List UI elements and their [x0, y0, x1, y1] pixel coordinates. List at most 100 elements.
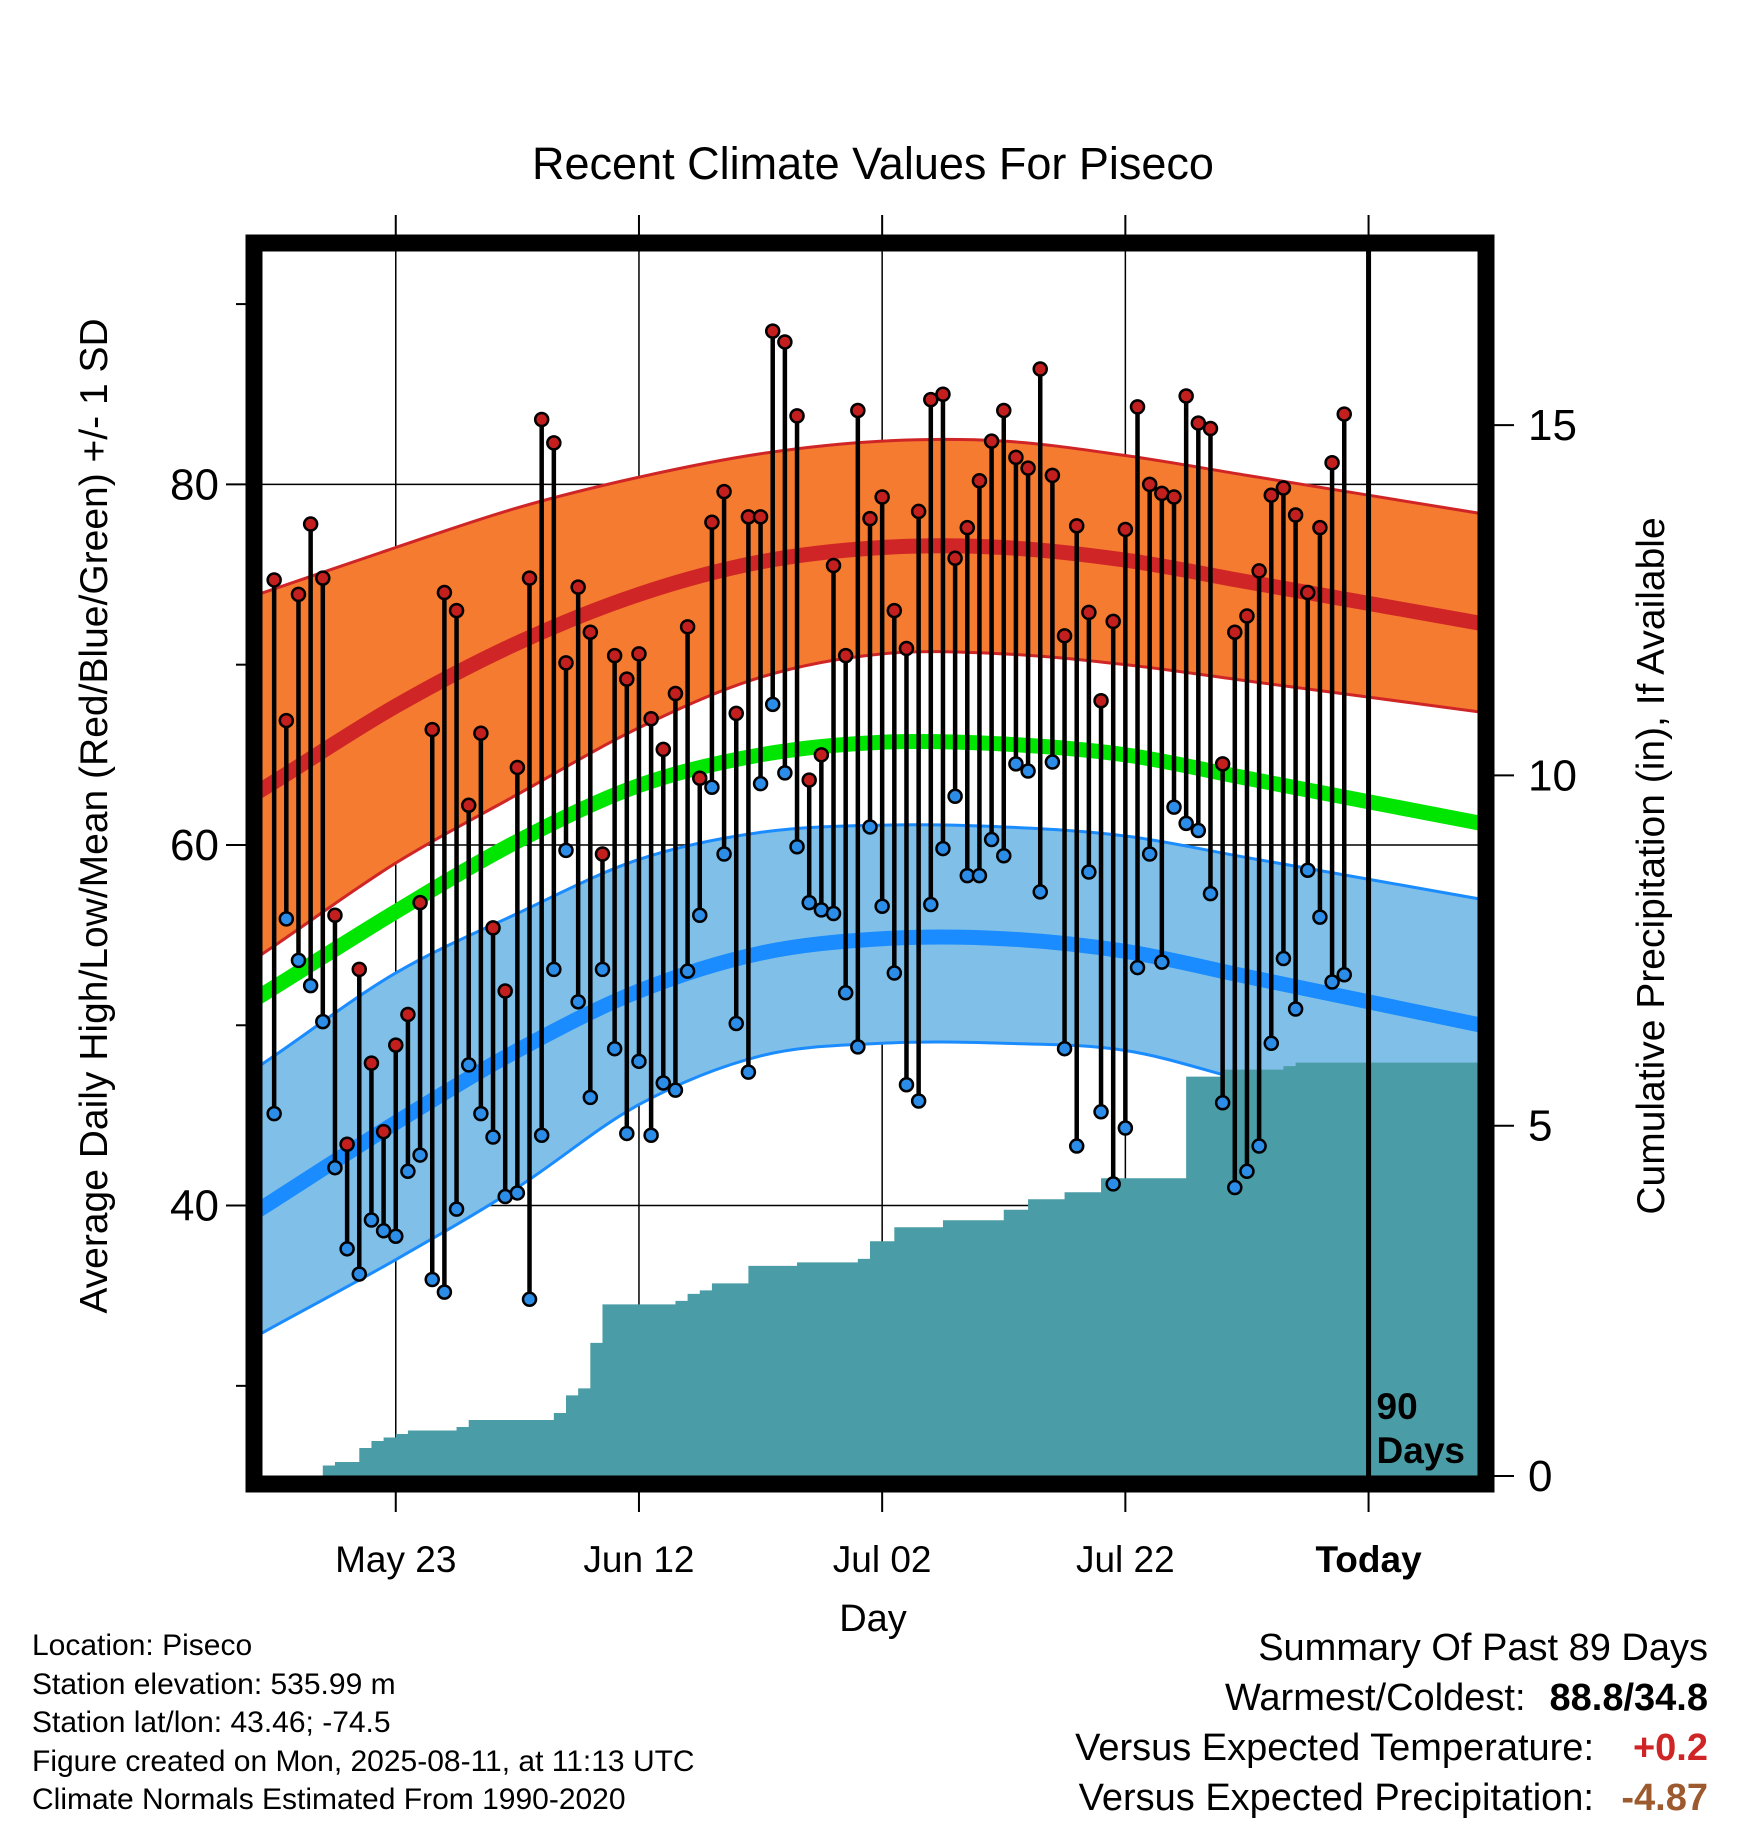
today-label-days-count: 90 [1377, 1386, 1418, 1427]
daily-low-point [947, 788, 963, 805]
daily-high-point [886, 602, 903, 619]
daily-high-point [898, 640, 915, 657]
daily-low-point [643, 1127, 659, 1143]
y2-tick-label: 5 [1528, 1102, 1552, 1151]
daily-low-point [1336, 967, 1352, 983]
daily-observations [266, 323, 1352, 1308]
daily-low-point [971, 867, 988, 884]
daily-high-point [1032, 361, 1048, 377]
daily-low-point [1300, 862, 1316, 878]
daily-low-point [1068, 1138, 1085, 1154]
daily-high-point [473, 725, 489, 741]
daily-high-point [1093, 692, 1109, 709]
daily-low-point [1117, 1120, 1134, 1136]
daily-low-point [825, 905, 842, 922]
daily-high-point [910, 503, 927, 520]
daily-high-point [631, 646, 647, 662]
daily-low-point [594, 961, 611, 978]
x-axis-label: Day [839, 1598, 907, 1640]
daily-low-point [606, 1040, 623, 1057]
daily-low-point [1141, 846, 1158, 862]
daily-high-point [1202, 420, 1219, 437]
daily-low-point [983, 831, 1000, 848]
daily-high-point [315, 570, 331, 586]
daily-low-point [655, 1075, 672, 1091]
daily-high-point [1287, 507, 1304, 523]
x-tick-label: May 23 [335, 1539, 456, 1580]
x-tick-label: Today [1315, 1539, 1422, 1580]
temp-value: +0.2 [1632, 1727, 1708, 1769]
daily-low-point [1166, 799, 1182, 815]
low-band [262, 824, 1478, 1334]
daily-low-point [1251, 1138, 1267, 1154]
daily-high-point [1056, 628, 1073, 644]
daily-high-point [339, 1136, 355, 1153]
daily-low-point [1190, 822, 1207, 839]
daily-high-point [813, 747, 830, 763]
daily-high-point [1020, 460, 1036, 476]
daily-low-point [1275, 950, 1292, 967]
plot-frame [245, 234, 1495, 1493]
daily-high-point [619, 671, 635, 687]
daily-high-point [546, 435, 562, 451]
daily-high-point [1008, 449, 1024, 466]
daily-low-point [874, 898, 890, 915]
daily-high-point [1117, 521, 1134, 538]
daily-high-point [582, 624, 599, 640]
daily-high-point [594, 846, 611, 862]
daily-low-point [740, 1064, 757, 1080]
daily-low-point [777, 765, 793, 781]
daily-high-point [570, 579, 586, 595]
daily-low-point [801, 894, 817, 911]
daily-high-point [764, 323, 781, 339]
daily-high-point [947, 550, 963, 567]
daily-high-point [1105, 613, 1121, 630]
daily-high-point [1312, 519, 1328, 536]
y2-tick-label: 15 [1528, 401, 1577, 450]
daily-high-point [996, 402, 1012, 419]
daily-low-point [910, 1093, 927, 1109]
daily-high-point [1214, 756, 1231, 772]
daily-high-point [959, 519, 976, 536]
daily-high-point [1081, 604, 1097, 621]
daily-high-point [1275, 480, 1292, 496]
daily-high-point [850, 402, 866, 419]
y2-tick-label: 0 [1528, 1452, 1552, 1501]
daily-high-point [1141, 476, 1158, 493]
daily-low-point [412, 1147, 428, 1163]
daily-low-point [400, 1163, 416, 1180]
today-label-days-word: Days [1377, 1430, 1465, 1471]
y2-axis-label: Cumulative Precipitation (in), If Availa… [1630, 517, 1673, 1214]
y-tick-label: 40 [170, 1182, 219, 1231]
summary-temp: Versus Expected Temperature: +0.2 [1075, 1723, 1708, 1773]
warmest-coldest-value: 88.8/34.8 [1549, 1677, 1708, 1719]
daily-low-point [375, 1223, 392, 1239]
daily-low-point [266, 1105, 282, 1122]
summary-heading: Summary Of Past 89 Days [1258, 1627, 1708, 1669]
temp-label: Versus Expected Temperature: [1075, 1727, 1594, 1769]
daily-high-point [801, 772, 817, 788]
daily-high-point [825, 557, 842, 574]
daily-high-point [983, 433, 1000, 449]
daily-high-point [692, 770, 708, 787]
x-tick-label: Jul 02 [833, 1539, 932, 1580]
daily-low-point [460, 1057, 477, 1073]
daily-high-point [448, 602, 465, 619]
daily-high-point [558, 655, 574, 671]
daily-low-point [1263, 1035, 1280, 1052]
station-latlon: Station lat/lon: 43.46; -74.5 [32, 1706, 391, 1739]
daily-high-point [436, 584, 453, 601]
daily-low-point [898, 1077, 915, 1093]
daily-low-point [619, 1125, 635, 1142]
daily-high-point [400, 1006, 416, 1023]
daily-low-point [728, 1015, 744, 1032]
daily-high-point [497, 983, 513, 999]
daily-low-point [302, 977, 319, 994]
y-tick-label: 60 [170, 821, 219, 870]
daily-low-point [363, 1212, 380, 1228]
daily-low-point [327, 1159, 343, 1176]
x-tick-label: Jun 12 [583, 1539, 694, 1580]
daily-low-point [388, 1228, 404, 1244]
daily-high-point [509, 759, 526, 776]
summary-panel: Summary Of Past 89 Days Warmest/Coldest:… [1075, 1623, 1708, 1823]
